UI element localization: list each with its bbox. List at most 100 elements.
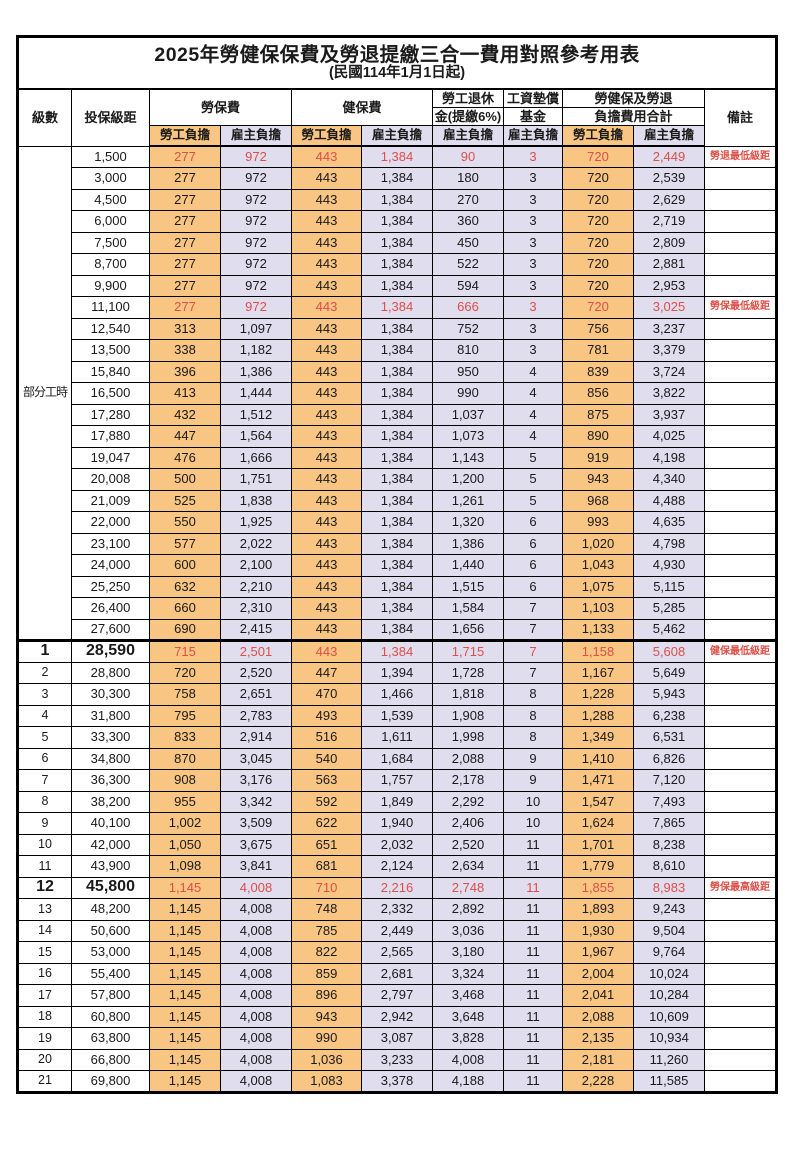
header-pension-line1: 勞工退休 xyxy=(432,88,504,108)
total-employer-cell: 8,610 xyxy=(633,855,705,878)
total-employee-cell: 1,075 xyxy=(562,575,634,598)
remark-cell xyxy=(703,382,778,405)
level-cell: 7 xyxy=(17,769,72,792)
pension-cell: 1,073 xyxy=(432,425,504,448)
subheader-pension-employer: 雇主負擔 xyxy=(432,125,504,147)
table-row: 18 60,800 1,145 4,008 943 2,942 3,648 11 2,088 10… xyxy=(17,1005,778,1028)
pension-cell: 1,515 xyxy=(432,575,504,598)
header-bracket: 投保級距 xyxy=(71,88,150,147)
wage-fund-cell: 7 xyxy=(503,639,563,663)
wage-fund-cell: 10 xyxy=(503,790,563,813)
labor-employer-cell: 3,176 xyxy=(220,769,292,792)
health-employer-cell: 1,384 xyxy=(361,145,433,168)
labor-employer-cell: 4,008 xyxy=(220,941,292,964)
total-employer-cell: 6,826 xyxy=(633,747,705,770)
total-employer-cell: 9,243 xyxy=(633,898,705,921)
labor-employer-cell: 1,564 xyxy=(220,425,292,448)
wage-fund-cell: 7 xyxy=(503,597,563,620)
labor-employer-cell: 2,914 xyxy=(220,726,292,749)
health-employer-cell: 1,384 xyxy=(361,382,433,405)
health-employee-cell: 592 xyxy=(291,790,362,813)
total-employer-cell: 8,238 xyxy=(633,833,705,856)
health-employer-cell: 1,384 xyxy=(361,210,433,233)
remark-cell xyxy=(703,919,778,942)
remark-cell xyxy=(703,704,778,727)
total-employer-cell: 4,198 xyxy=(633,446,705,469)
health-employer-cell: 2,565 xyxy=(361,941,433,964)
wage-fund-cell: 3 xyxy=(503,317,563,340)
labor-employer-cell: 4,008 xyxy=(220,1027,292,1050)
labor-employer-cell: 1,838 xyxy=(220,489,292,512)
pension-cell: 90 xyxy=(432,145,504,168)
labor-employer-cell: 1,666 xyxy=(220,446,292,469)
total-employer-cell: 2,629 xyxy=(633,188,705,211)
table-row: 17,880 447 1,564 443 1,384 1,073 4 890 4,025 xyxy=(18,425,778,448)
health-employer-cell: 1,384 xyxy=(361,554,433,577)
pension-cell: 1,440 xyxy=(432,554,504,577)
table-row: 5 33,300 833 2,914 516 1,611 1,998 8 1,349 6,531 xyxy=(17,726,778,749)
labor-employee-cell: 277 xyxy=(149,210,221,233)
remark-cell xyxy=(703,1048,778,1071)
health-employee-cell: 443 xyxy=(291,145,362,168)
health-employer-cell: 1,384 xyxy=(361,618,433,641)
table-row: 10 42,000 1,050 3,675 651 2,032 2,520 11 1,701 8,… xyxy=(17,833,778,856)
health-employer-cell: 1,384 xyxy=(361,317,433,340)
remark-cell xyxy=(703,339,778,362)
wage-fund-cell: 3 xyxy=(503,253,563,276)
total-employee-cell: 1,158 xyxy=(562,639,634,663)
health-employee-cell: 443 xyxy=(291,468,362,491)
health-employer-cell: 1,466 xyxy=(361,683,433,706)
bracket-cell: 7,500 xyxy=(71,231,150,254)
remark-cell xyxy=(703,1005,778,1028)
wage-fund-cell: 11 xyxy=(503,898,563,921)
bracket-cell: 34,800 xyxy=(71,747,150,770)
labor-employee-cell: 1,145 xyxy=(149,1005,221,1028)
bracket-cell: 15,840 xyxy=(71,360,150,383)
remark-cell xyxy=(703,253,778,276)
pension-cell: 3,648 xyxy=(432,1005,504,1028)
bracket-cell: 6,000 xyxy=(71,210,150,233)
pension-cell: 752 xyxy=(432,317,504,340)
remark-cell xyxy=(703,1027,778,1050)
remark-cell: 勞保最高級距 xyxy=(703,876,778,899)
health-employer-cell: 1,394 xyxy=(361,661,433,684)
health-employee-cell: 493 xyxy=(291,704,362,727)
health-employer-cell: 1,384 xyxy=(361,468,433,491)
labor-employee-cell: 1,145 xyxy=(149,984,221,1007)
labor-employer-cell: 972 xyxy=(220,274,292,297)
labor-employee-cell: 277 xyxy=(149,274,221,297)
pension-cell: 1,818 xyxy=(432,683,504,706)
level-cell: 17 xyxy=(17,984,72,1007)
health-employee-cell: 748 xyxy=(291,898,362,921)
table-row: 14 50,600 1,145 4,008 785 2,449 3,036 11 1,930 9,… xyxy=(17,919,778,942)
labor-employer-cell: 2,520 xyxy=(220,661,292,684)
health-employer-cell: 2,332 xyxy=(361,898,433,921)
health-employee-cell: 443 xyxy=(291,360,362,383)
page-subtitle: (民國114年1月1日起) xyxy=(328,65,466,82)
pension-cell: 2,178 xyxy=(432,769,504,792)
bracket-cell: 17,880 xyxy=(71,425,150,448)
health-employee-cell: 540 xyxy=(291,747,362,770)
pension-cell: 2,892 xyxy=(432,898,504,921)
health-employer-cell: 1,384 xyxy=(361,446,433,469)
remark-cell xyxy=(703,489,778,512)
header-remark: 備註 xyxy=(703,88,778,147)
table-row: 6 34,800 870 3,045 540 1,684 2,088 9 1,410 6,826 xyxy=(17,747,778,770)
wage-fund-cell: 5 xyxy=(503,468,563,491)
remark-cell xyxy=(703,274,778,297)
labor-employer-cell: 4,008 xyxy=(220,984,292,1007)
labor-employee-cell: 720 xyxy=(149,661,221,684)
health-employee-cell: 990 xyxy=(291,1027,362,1050)
wage-fund-cell: 7 xyxy=(503,661,563,684)
total-employee-cell: 1,288 xyxy=(562,704,634,727)
health-employer-cell: 2,124 xyxy=(361,855,433,878)
table-row: 24,000 600 2,100 443 1,384 1,440 6 1,043 4,930 xyxy=(18,554,778,577)
labor-employee-cell: 1,145 xyxy=(149,962,221,985)
labor-employee-cell: 715 xyxy=(149,639,221,663)
labor-employer-cell: 2,100 xyxy=(220,554,292,577)
health-employee-cell: 443 xyxy=(291,231,362,254)
total-employee-cell: 1,701 xyxy=(562,833,634,856)
pension-cell: 2,292 xyxy=(432,790,504,813)
pension-cell: 594 xyxy=(432,274,504,297)
remark-cell xyxy=(703,511,778,534)
